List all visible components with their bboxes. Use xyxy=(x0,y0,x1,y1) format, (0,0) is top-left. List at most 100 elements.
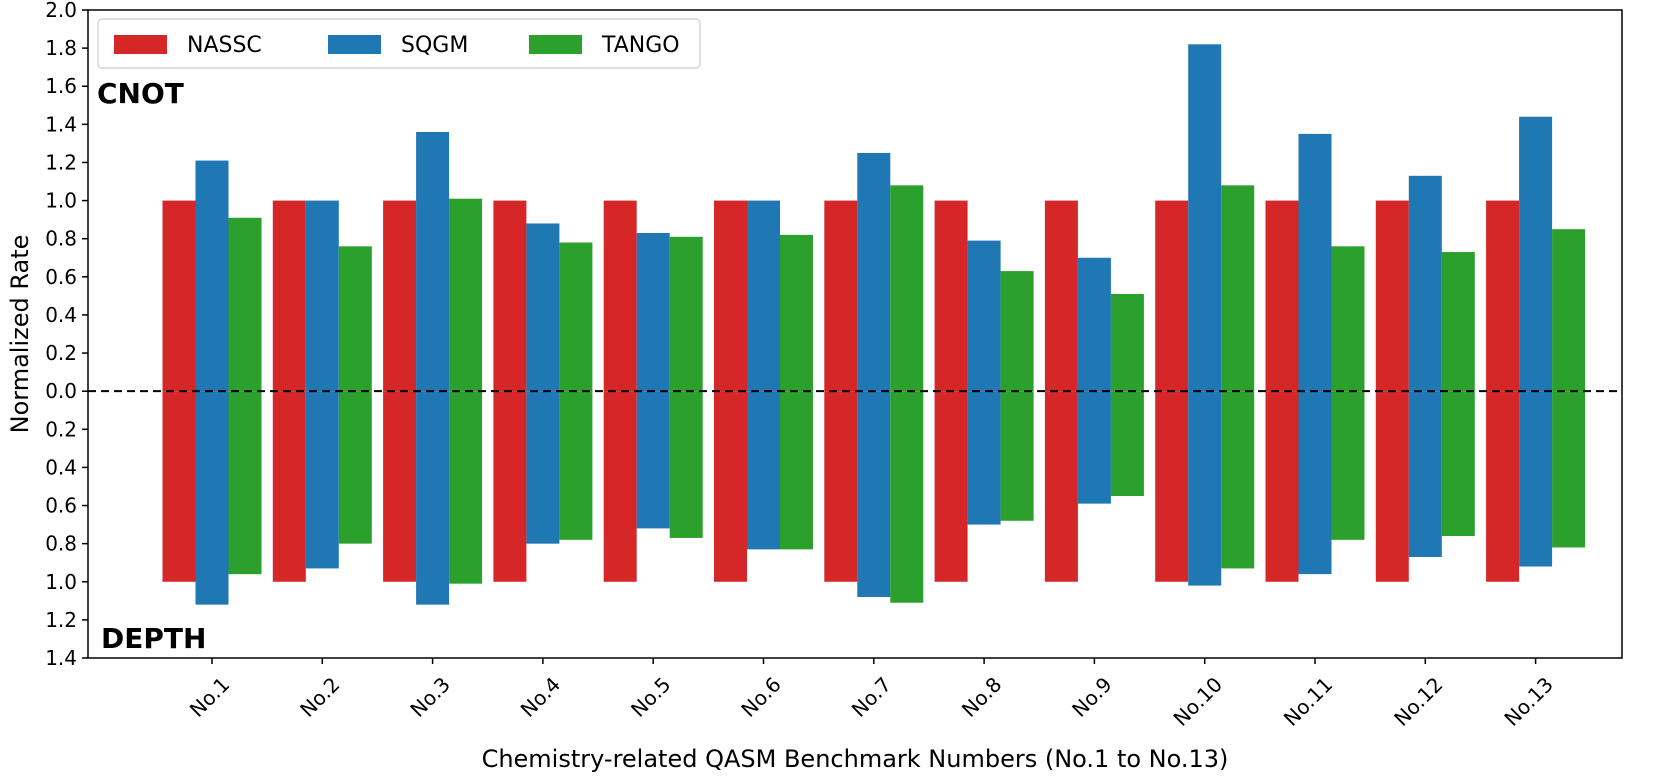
bar-nassc-depth-4 xyxy=(493,391,527,582)
bar-sqgm-cnot-2 xyxy=(305,200,339,392)
bar-sqgm-depth-2 xyxy=(305,391,339,569)
legend-label-nassc: NASSC xyxy=(187,33,262,58)
plot-frame xyxy=(87,9,1623,659)
bar-sqgm-cnot-9 xyxy=(1077,257,1111,392)
y-tick-label: 1.2 xyxy=(45,150,77,174)
bar-nassc-depth-7 xyxy=(824,391,858,582)
bar-tango-depth-1 xyxy=(228,391,262,575)
bar-sqgm-depth-6 xyxy=(747,391,780,550)
x-tick-label: No.3 xyxy=(405,672,454,721)
bar-tango-depth-7 xyxy=(890,391,924,603)
bar-tango-cnot-10 xyxy=(1221,185,1255,392)
bar-sqgm-cnot-10 xyxy=(1188,44,1222,392)
bar-sqgm-depth-5 xyxy=(636,391,670,529)
bar-tango-depth-11 xyxy=(1331,391,1365,540)
bar-nassc-cnot-11 xyxy=(1265,200,1299,392)
bar-sqgm-cnot-6 xyxy=(747,200,780,392)
bar-nassc-depth-1 xyxy=(162,391,196,582)
bar-tango-cnot-7 xyxy=(890,185,924,392)
bar-tango-cnot-8 xyxy=(1000,271,1034,392)
bar-tango-depth-3 xyxy=(449,391,483,584)
bar-nassc-cnot-9 xyxy=(1044,200,1078,392)
bar-sqgm-depth-8 xyxy=(967,391,1001,525)
x-tick-label: No.4 xyxy=(516,672,565,721)
bar-sqgm-cnot-7 xyxy=(857,152,891,392)
legend-label-sqgm: SQGM xyxy=(401,33,468,58)
x-tick-label: No.2 xyxy=(295,672,344,721)
bar-tango-depth-9 xyxy=(1110,391,1144,496)
bar-nassc-depth-2 xyxy=(272,391,306,582)
bar-tango-cnot-9 xyxy=(1110,293,1144,392)
y-tick-label: 1.4 xyxy=(45,646,77,670)
bar-tango-cnot-12 xyxy=(1441,252,1475,392)
x-axis-label: Chemistry-related QASM Benchmark Numbers… xyxy=(482,745,1229,773)
bar-nassc-cnot-13 xyxy=(1486,200,1520,392)
y-axis: 2.0 1.8 1.6 1.4 1.2 1.0 0.8 0.6 0.4 0.2 0.0 0.2 0.4 0… xyxy=(45,0,88,670)
bar-nassc-depth-12 xyxy=(1375,391,1409,582)
bar-sqgm-cnot-5 xyxy=(636,232,670,392)
bar-sqgm-depth-1 xyxy=(195,391,229,605)
bar-nassc-depth-13 xyxy=(1486,391,1520,582)
bar-tango-cnot-1 xyxy=(228,217,262,392)
bar-nassc-depth-9 xyxy=(1044,391,1078,582)
bar-sqgm-depth-9 xyxy=(1077,391,1111,504)
y-axis-label: Normalized Rate xyxy=(6,235,34,434)
x-tick-label: No.13 xyxy=(1499,672,1557,730)
bar-tango-depth-6 xyxy=(780,391,813,550)
bar-tango-cnot-3 xyxy=(449,198,483,392)
y-tick-label: 0.8 xyxy=(45,227,77,251)
bar-tango-cnot-13 xyxy=(1552,229,1586,392)
x-tick-label: No.9 xyxy=(1067,672,1116,721)
bar-sqgm-depth-3 xyxy=(416,391,450,605)
bar-nassc-cnot-2 xyxy=(272,200,306,392)
x-tick-label: No.7 xyxy=(847,672,896,721)
y-tick-label: 1.8 xyxy=(45,36,77,60)
legend-swatch-nassc xyxy=(114,35,167,54)
x-tick-label: No.5 xyxy=(626,672,675,721)
y-tick-label: 1.4 xyxy=(45,112,77,136)
bar-sqgm-depth-4 xyxy=(526,391,560,544)
y-tick-label: 1.0 xyxy=(45,570,77,594)
y-tick-label: 0.4 xyxy=(45,303,77,327)
bar-nassc-cnot-6 xyxy=(714,200,747,392)
bar-tango-cnot-4 xyxy=(559,242,593,392)
y-tick-label: 1.2 xyxy=(45,608,77,632)
bar-sqgm-cnot-8 xyxy=(967,240,1001,392)
bar-tango-cnot-5 xyxy=(669,236,703,392)
legend-swatch-sqgm xyxy=(328,35,381,54)
bar-sqgm-depth-10 xyxy=(1188,391,1222,586)
cnot-panel-label: CNOT xyxy=(97,77,184,110)
bar-nassc-cnot-8 xyxy=(934,200,968,392)
legend: NASSC SQGM TANGO xyxy=(97,18,701,69)
depth-panel-label: DEPTH xyxy=(101,622,206,655)
x-tick-label: No.8 xyxy=(957,672,1006,721)
x-tick-label: No.6 xyxy=(736,672,785,721)
bar-nassc-cnot-7 xyxy=(824,200,858,392)
y-tick-label: 0.6 xyxy=(45,494,77,518)
bar-tango-depth-8 xyxy=(1000,391,1034,521)
bar-nassc-depth-3 xyxy=(383,391,417,582)
y-tick-label: 0.6 xyxy=(45,265,77,289)
bar-sqgm-cnot-4 xyxy=(526,223,560,392)
y-tick-label: 1.0 xyxy=(45,189,77,213)
y-tick-label: 0.2 xyxy=(45,417,77,441)
bar-nassc-depth-11 xyxy=(1265,391,1299,582)
bar-tango-depth-2 xyxy=(338,391,372,544)
bar-tango-depth-10 xyxy=(1221,391,1255,569)
legend-label-tango: TANGO xyxy=(601,33,680,58)
legend-swatch-tango xyxy=(529,35,582,54)
y-tick-label: 2.0 xyxy=(45,0,77,22)
bar-tango-depth-5 xyxy=(669,391,703,538)
bar-sqgm-depth-11 xyxy=(1298,391,1332,575)
bar-tango-cnot-11 xyxy=(1331,246,1365,392)
bars-group xyxy=(162,44,1586,605)
bar-nassc-cnot-4 xyxy=(493,200,527,392)
bar-nassc-depth-10 xyxy=(1155,391,1189,582)
x-tick-label: No.12 xyxy=(1389,672,1447,730)
y-tick-label: 0.4 xyxy=(45,455,77,479)
bar-sqgm-cnot-11 xyxy=(1298,133,1332,392)
bar-tango-cnot-2 xyxy=(338,246,372,392)
bar-nassc-depth-8 xyxy=(934,391,968,582)
x-tick-label: No.11 xyxy=(1279,672,1337,730)
